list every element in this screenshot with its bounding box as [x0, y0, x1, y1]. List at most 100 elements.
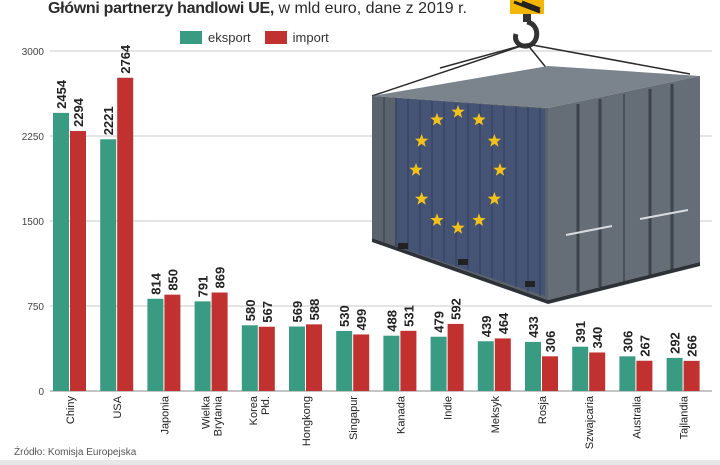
x-tick-label: Indie	[443, 396, 455, 420]
data-label: 2764	[118, 44, 133, 74]
bar-import	[306, 324, 322, 391]
data-label: 499	[354, 309, 369, 331]
x-tick-label: Korea	[248, 395, 260, 425]
bar-export	[147, 298, 164, 391]
data-label: 306	[620, 331, 635, 353]
data-label: 567	[260, 301, 275, 323]
bar-export	[194, 301, 211, 391]
eu-star-icon	[472, 213, 486, 226]
eu-star-icon	[415, 134, 429, 147]
legend-item-export: eksport	[180, 30, 251, 45]
x-tick-label: Meksyk	[490, 396, 502, 434]
bar-import	[542, 356, 558, 391]
bar-import	[494, 338, 511, 391]
data-label: 531	[401, 305, 416, 327]
bar-export	[666, 357, 683, 391]
legend-item-import: import	[264, 30, 329, 45]
eu-star-icon	[487, 134, 501, 147]
bar-export	[619, 356, 636, 391]
y-tick-label: 0	[38, 387, 44, 398]
eu-star-icon	[493, 163, 507, 176]
x-tick-label: Wielka	[201, 395, 213, 429]
bar-import	[258, 326, 275, 391]
data-label: 580	[243, 300, 258, 322]
chart-legend: eksport import	[180, 30, 343, 45]
data-label: 292	[668, 332, 683, 354]
bar-import	[117, 77, 134, 391]
bar-export	[289, 326, 305, 391]
legend-swatch-export	[180, 31, 202, 44]
x-tick-label: Płd.	[260, 396, 272, 415]
bar-export	[100, 139, 117, 391]
eu-star-icon	[430, 112, 444, 126]
bar-import	[589, 352, 606, 391]
data-label: 266	[685, 335, 700, 357]
x-tick-label: Japonia	[159, 395, 171, 434]
bar-export	[525, 341, 541, 391]
bar-export	[383, 335, 400, 391]
legend-label-export: eksport	[208, 30, 251, 45]
data-label: 439	[479, 316, 494, 338]
data-label: 588	[307, 299, 322, 321]
data-label: 530	[337, 305, 352, 327]
bar-export	[572, 346, 589, 391]
data-label: 488	[384, 310, 399, 332]
data-label: 391	[573, 321, 588, 343]
data-label: 791	[196, 276, 211, 298]
data-label: 306	[543, 331, 558, 353]
y-tick-label: 1500	[22, 217, 45, 228]
data-label: 340	[590, 327, 605, 349]
eu-star-icon	[451, 221, 465, 234]
x-tick-label: Australia	[631, 395, 643, 439]
bottom-strip	[0, 460, 720, 465]
bar-import	[447, 323, 464, 391]
x-tick-label: Kanada	[395, 395, 407, 434]
x-tick-label: Szwajcaria	[584, 395, 596, 449]
data-label: 267	[637, 335, 652, 357]
bar-import	[683, 360, 700, 391]
bar-import	[636, 360, 653, 391]
eu-star-icon	[487, 192, 501, 205]
container-illustration	[371, 0, 700, 304]
chart-title-bold: Główni partnerzy handlowi UE,	[48, 0, 274, 17]
data-label: 592	[449, 298, 464, 320]
data-label: 2294	[71, 97, 86, 127]
data-label: 464	[496, 312, 511, 334]
bar-export	[477, 341, 494, 391]
eu-star-icon	[451, 105, 465, 118]
data-label: 2454	[54, 79, 69, 109]
bar-export	[430, 336, 447, 391]
y-tick-label: 2250	[22, 132, 45, 143]
bar-import	[400, 330, 417, 391]
chart-title-rest: w mld euro, dane z 2019 r.	[274, 0, 467, 17]
data-label: 814	[148, 272, 163, 294]
x-tick-label: Tajlandia	[679, 395, 691, 439]
eu-stars	[409, 105, 507, 234]
data-label: 869	[213, 267, 228, 289]
legend-label-import: import	[292, 30, 329, 45]
y-tick-label: 750	[27, 302, 44, 313]
eu-star-icon	[430, 213, 444, 226]
data-label: 850	[165, 269, 180, 291]
y-tick-label: 3000	[22, 47, 45, 58]
bar-import	[70, 131, 86, 391]
chart-title: Główni partnerzy handlowi UE, w mld euro…	[48, 0, 467, 18]
bar-export	[53, 112, 69, 391]
data-label: 479	[432, 311, 447, 333]
x-tick-label: USA	[112, 395, 124, 418]
x-tick-label: Chiny	[65, 396, 77, 425]
x-tick-label: Brytania	[213, 395, 225, 436]
bar-export	[336, 330, 353, 391]
data-label: 433	[526, 316, 541, 338]
crane-hook-icon	[510, 0, 544, 49]
eu-star-icon	[409, 163, 423, 176]
x-tick-label: Hongkong	[301, 396, 313, 446]
bar-import	[164, 294, 181, 391]
data-label: 2221	[101, 106, 116, 135]
source-note: Źródło: Komisja Europejska	[14, 447, 137, 458]
bar-export	[241, 325, 258, 391]
bar-import	[211, 292, 228, 391]
x-tick-label: Rosja	[537, 395, 549, 424]
legend-swatch-import	[264, 31, 287, 44]
